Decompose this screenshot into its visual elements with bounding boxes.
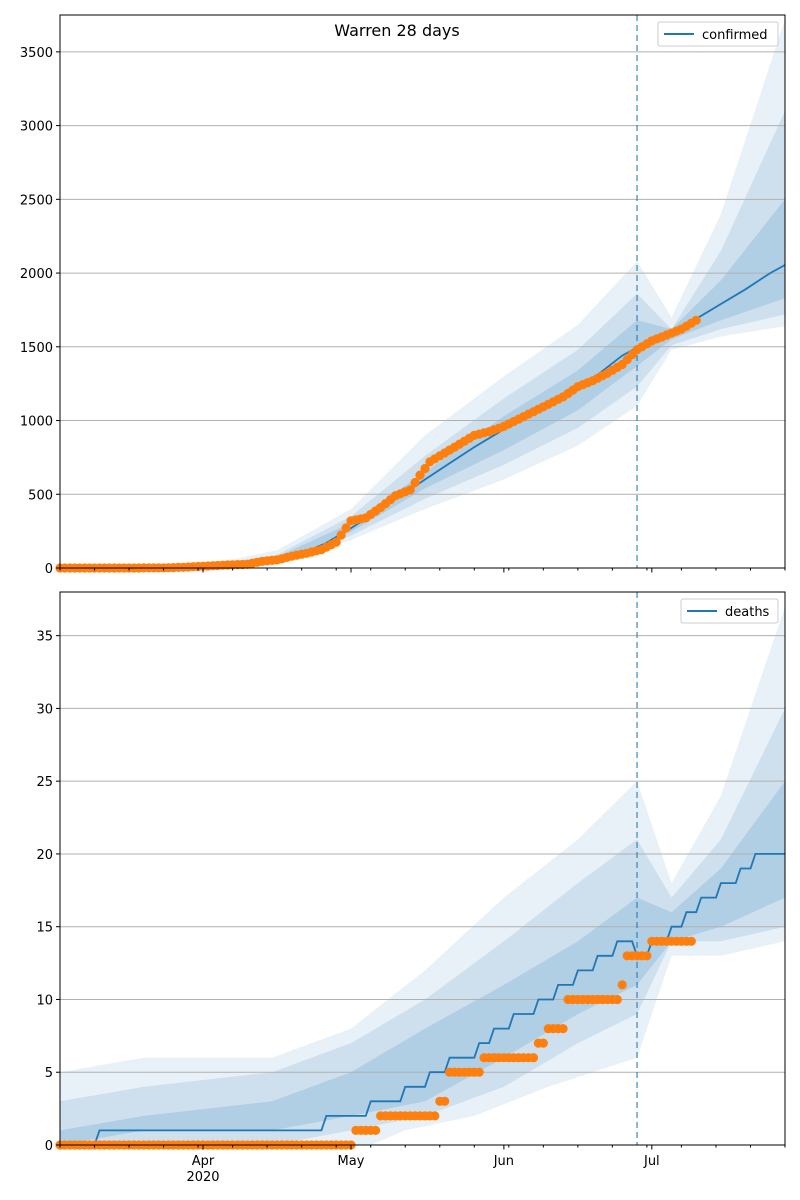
confirmed-ytick-label: 500 [28, 488, 53, 503]
deaths-band-outer [60, 606, 785, 1145]
deaths-observed-point [612, 994, 622, 1005]
confirmed-gridlines [60, 51, 785, 495]
deaths-ytick-label: 30 [36, 702, 53, 717]
confirmed-observed-point [336, 530, 346, 540]
xtick-label: Jul [643, 1154, 660, 1169]
deaths-model-line [60, 853, 785, 1146]
legend-label-deaths: deaths [725, 605, 770, 620]
deaths-median-series [60, 853, 785, 1146]
deaths-gridlines [60, 635, 785, 1073]
deaths-observed-point [558, 1024, 568, 1034]
deaths-observed-point [538, 1038, 548, 1048]
deaths-legend: deaths [680, 598, 779, 624]
confirmed-panel: 0 500 1000 1500 2000 2500 3000 3500 Warren 28 d… [20, 14, 786, 577]
deaths-observed-point [686, 936, 696, 946]
confirmed-ytick-label: 1500 [20, 341, 53, 356]
xtick-label: Apr [192, 1154, 215, 1169]
confirmed-ytick-label: 0 [45, 562, 53, 577]
confirmed-observed-points [55, 315, 701, 573]
confirmed-axes: 0 500 1000 1500 2000 2500 3000 3500 [20, 14, 786, 577]
legend-label-confirmed: confirmed [702, 28, 768, 43]
confirmed-ytick-label: 1000 [20, 415, 53, 430]
deaths-ytick-label: 0 [45, 1139, 53, 1154]
legend-box [657, 21, 779, 47]
deaths-axes-frame [59, 591, 786, 1146]
deaths-observed-point [474, 1067, 484, 1077]
confirmed-axes-frame [59, 14, 786, 569]
deaths-observed-point [617, 980, 627, 990]
xtick-sublabel: 2020 [186, 1170, 219, 1185]
deaths-ytick-label: 20 [36, 848, 53, 863]
deaths-observed-point [430, 1111, 440, 1121]
xtick-label: Jun [493, 1154, 514, 1169]
legend-box [680, 598, 779, 624]
deaths-ytick-label: 15 [36, 921, 53, 936]
xtick-label: May [338, 1154, 365, 1169]
confirmed-ytick-label: 3500 [20, 46, 53, 61]
confirmed-observed-point [405, 485, 415, 495]
deaths-ytick-label: 10 [36, 993, 53, 1008]
deaths-ytick-label: 35 [36, 630, 53, 645]
confirmed-observed-point [691, 315, 701, 325]
confirmed-legend: confirmed [657, 21, 779, 47]
confirmed-band-outer [60, 19, 785, 568]
deaths-observed-point [371, 1125, 381, 1135]
confirmed-ytick-label: 3000 [20, 120, 53, 135]
confirmed-observed-point [331, 537, 341, 547]
deaths-ytick-label: 5 [45, 1066, 53, 1081]
confirmed-observed-point [341, 523, 351, 533]
deaths-observed-point [440, 1096, 450, 1106]
deaths-observed-point [528, 1053, 539, 1063]
confirmed-observed-point [410, 477, 420, 488]
chart-title: Warren 28 days [334, 21, 459, 40]
confirmed-observed-point [415, 470, 425, 480]
confirmed-observed-point [420, 463, 430, 474]
deaths-ytick-label: 25 [36, 775, 53, 790]
confirmed-ytick-label: 2000 [20, 267, 53, 282]
deaths-observed-point [642, 951, 652, 961]
confirmed-ytick-label: 2500 [20, 193, 53, 208]
